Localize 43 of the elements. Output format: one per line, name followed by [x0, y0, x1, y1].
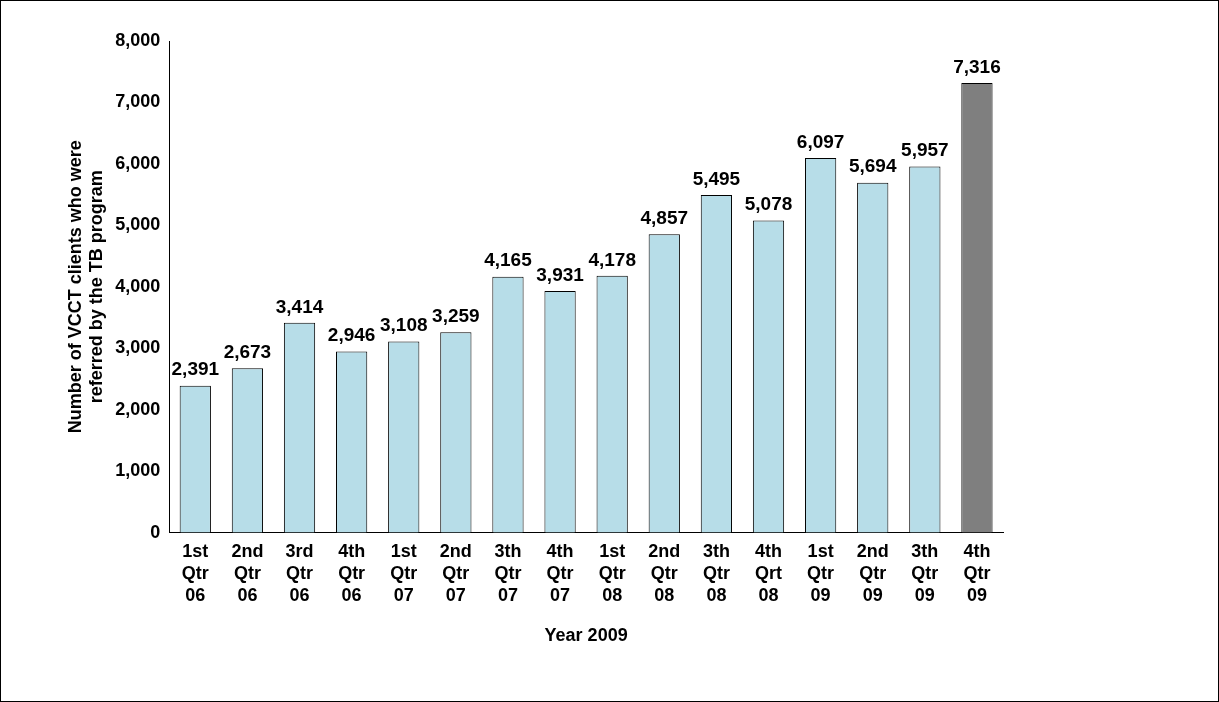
y-tick-label: 6,000 [115, 152, 161, 173]
x-axis-title: Year 2009 [544, 625, 628, 646]
data-label: 4,178 [588, 248, 636, 270]
data-label: 3,931 [536, 263, 585, 285]
x-tick-label: 2nd Qtr 09 [856, 541, 889, 605]
data-label: 7,316 [953, 55, 1001, 77]
x-tick-label: 4th Qrt 08 [755, 541, 783, 605]
y-tick-label: 1,000 [115, 460, 161, 481]
data-label: 3,259 [432, 305, 480, 327]
y-tick-label: 7,000 [115, 91, 161, 112]
data-label: 4,165 [484, 249, 533, 271]
data-label: 2,391 [171, 358, 220, 380]
x-tick-label: 4th Qtr 07 [546, 541, 574, 605]
data-label: 3,414 [275, 295, 324, 317]
y-axis-title: Number of VCCT clients who were referred by the TB program [64, 140, 107, 434]
data-label: 5,694 [848, 155, 897, 177]
y-tick-label: 5,000 [115, 214, 161, 235]
x-tick-label: 1st Qtr 07 [390, 541, 418, 605]
x-tick-label: 3rd Qtr 06 [285, 541, 314, 605]
y-tick-label: 0 [150, 521, 161, 542]
x-tick-label: 2nd Qtr 07 [439, 541, 472, 605]
x-tick-label: 3th Qtr 08 [702, 541, 730, 605]
data-label: 2,673 [223, 341, 272, 363]
x-tick-label: 4th Qtr 06 [338, 541, 366, 605]
x-tick-label: 4th Qtr 09 [963, 541, 991, 605]
x-tick-label: 3th Qtr 07 [494, 541, 522, 605]
y-tick-label: 3,000 [115, 337, 161, 358]
data-label: 3,108 [379, 314, 428, 336]
data-label: 5,957 [901, 139, 949, 161]
data-label: 4,857 [640, 206, 689, 228]
y-tick-label: 8,000 [115, 29, 161, 50]
x-tick-label: 2nd Qtr 06 [231, 541, 264, 605]
data-label: 6,097 [796, 130, 845, 152]
data-label: 5,078 [744, 193, 793, 215]
x-tick-label: 2nd Qtr 08 [648, 541, 681, 605]
x-tick-label: 1st Qtr 09 [807, 541, 835, 605]
data-label: 2,946 [327, 324, 376, 346]
data-label: 5,495 [692, 167, 741, 189]
y-tick-label: 2,000 [115, 398, 161, 419]
x-tick-label: 1st Qtr 06 [181, 541, 209, 605]
x-tick-label: 3th Qtr 09 [911, 541, 939, 605]
x-tick-label: 1st Qtr 08 [598, 541, 626, 605]
y-tick-label: 4,000 [115, 275, 161, 296]
